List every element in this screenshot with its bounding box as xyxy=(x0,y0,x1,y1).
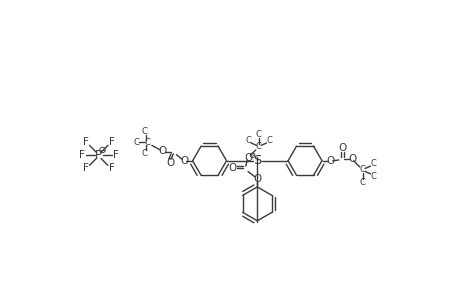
Text: S: S xyxy=(252,154,261,167)
Text: C: C xyxy=(141,148,147,158)
Text: C: C xyxy=(133,138,139,147)
Text: O: O xyxy=(158,146,166,157)
Text: F: F xyxy=(112,150,118,160)
Text: C: C xyxy=(245,136,251,145)
Text: P: P xyxy=(95,149,102,162)
Text: F: F xyxy=(83,164,88,173)
Text: C: C xyxy=(144,138,150,147)
Text: O: O xyxy=(166,158,174,168)
Text: C: C xyxy=(255,142,261,152)
Text: C: C xyxy=(359,166,365,175)
Text: −: − xyxy=(100,148,105,152)
Text: O: O xyxy=(325,156,334,166)
Text: C: C xyxy=(370,172,376,181)
Text: O: O xyxy=(347,154,355,164)
Text: O: O xyxy=(252,174,261,184)
Text: C: C xyxy=(359,178,365,187)
Text: C: C xyxy=(266,136,272,145)
Text: O: O xyxy=(228,163,236,173)
Text: O: O xyxy=(179,156,188,166)
Text: O: O xyxy=(337,143,345,153)
Text: F: F xyxy=(109,137,114,147)
Text: C: C xyxy=(370,159,376,168)
Text: C: C xyxy=(255,130,261,139)
Text: F: F xyxy=(109,164,114,173)
Text: C: C xyxy=(141,127,147,136)
Text: F: F xyxy=(83,137,88,147)
Text: F: F xyxy=(78,150,84,160)
Text: O: O xyxy=(243,153,252,163)
Text: •: • xyxy=(251,153,254,158)
